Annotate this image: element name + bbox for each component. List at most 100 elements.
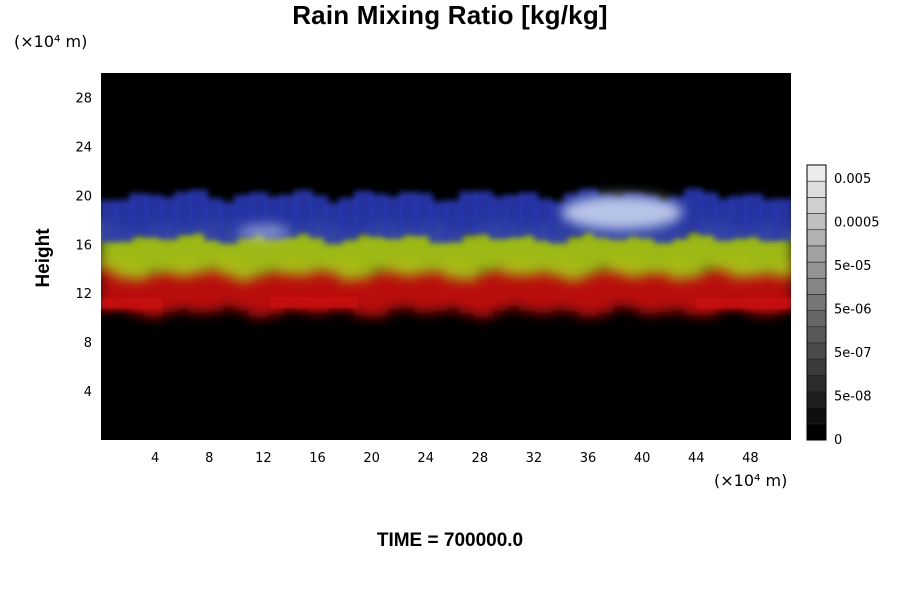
field-cell: [249, 192, 268, 236]
x-tick-label: 12: [255, 451, 272, 466]
field-cell: [519, 192, 538, 236]
field-cell: [399, 192, 418, 236]
field-cell: [561, 195, 683, 230]
colorbar-frame: [806, 164, 827, 441]
field-cell: [639, 265, 658, 314]
colorbar-label: 5e-07: [834, 346, 872, 361]
colorbar-swatch: [806, 277, 827, 295]
x-tick-label: 40: [634, 451, 651, 466]
field-cell: [101, 259, 118, 310]
field-cell: [444, 200, 463, 243]
x-tick-label: 32: [526, 451, 543, 466]
field-cell: [474, 269, 493, 318]
y-tick-label: 16: [75, 238, 92, 253]
field-cell: [159, 197, 178, 240]
field-cell: [669, 231, 688, 280]
colorbar-swatch: [806, 423, 827, 441]
field-cell: [579, 268, 598, 317]
field-cell: [414, 224, 433, 274]
field-cell: [204, 198, 223, 241]
field-cell: [249, 269, 268, 318]
field-cell: [249, 227, 268, 276]
colorbar-swatch: [806, 326, 827, 344]
field-cell: [101, 298, 162, 310]
colorbar-swatch: [806, 294, 827, 311]
field-cell: [339, 232, 358, 281]
y-tick-label: 20: [75, 189, 92, 204]
field-cell: [219, 202, 238, 244]
field-cell: [774, 198, 791, 241]
field-cell: [234, 233, 253, 281]
x-tick-label: 36: [580, 451, 597, 466]
field-cell: [444, 230, 463, 279]
colorbar-swatch: [806, 164, 827, 182]
field-cell: [684, 228, 703, 278]
colorbar: [806, 164, 827, 441]
colorbar-swatch: [806, 358, 827, 376]
field-cell: [594, 264, 613, 314]
field-highlight: [237, 195, 683, 240]
field-cell: [489, 196, 508, 240]
field-cell: [564, 232, 583, 281]
field-cell: [759, 199, 778, 242]
field-cell: [654, 263, 673, 313]
field-cell: [744, 194, 763, 238]
field-cell: [189, 224, 208, 274]
field-cell: [729, 195, 748, 239]
field-cell: [369, 194, 388, 238]
field-cell: [684, 188, 703, 233]
field-cell: [174, 227, 193, 277]
y-tick-labels: 4 8 12 16 20 24 28: [75, 91, 92, 400]
field-cell: [174, 191, 193, 236]
field-cell: [237, 225, 290, 240]
field-cell: [399, 227, 418, 277]
field-cell: [101, 200, 118, 243]
field-cell: [294, 190, 313, 234]
colorbar-swatch: [806, 213, 827, 231]
field-cell: [414, 263, 433, 313]
x-tick-label: 20: [363, 451, 380, 466]
x-tick-label: 4: [151, 451, 159, 466]
field-cell: [129, 231, 148, 280]
field-cell: [324, 202, 343, 245]
x-tick-label: 48: [742, 451, 759, 466]
y-tick-label: 24: [75, 140, 92, 155]
colorbar-swatch: [806, 229, 827, 247]
field-cell: [189, 189, 208, 234]
x-tick-label: 28: [472, 451, 489, 466]
colorbar-swatch: [806, 197, 827, 214]
y-axis-unit: (×10⁴ m): [14, 32, 88, 51]
field-cell: [129, 193, 148, 237]
colorbar-swatch: [806, 374, 827, 392]
x-tick-label: 8: [205, 451, 213, 466]
field-cell: [459, 232, 478, 281]
colorbar-labels: 0.005 0.0005 5e-05 5e-06 5e-07 5e-08 0: [834, 172, 880, 448]
field-cell: [303, 296, 359, 308]
colorbar-swatch: [806, 391, 827, 408]
field-layer: [101, 188, 791, 318]
colorbar-swatch: [806, 245, 827, 263]
field-cell: [354, 267, 373, 316]
colorbar-swatch: [806, 261, 827, 279]
field-cell: [474, 223, 493, 273]
field-cell: [354, 230, 373, 279]
time-label: TIME = 700000.0: [376, 530, 524, 551]
colorbar-swatch: [806, 310, 827, 328]
field-cell: [354, 190, 373, 235]
field-cell: [279, 225, 298, 275]
x-tick-label: 24: [417, 451, 434, 466]
field-cell: [144, 194, 163, 238]
field-cell: [744, 228, 763, 277]
colorbar-label: 5e-05: [834, 259, 872, 274]
x-tick-label: 44: [688, 451, 705, 466]
field-cell: [699, 192, 718, 236]
field-cell: [504, 226, 523, 276]
field-cell: [714, 198, 733, 241]
x-tick-label: 16: [309, 451, 326, 466]
field-cell: [579, 226, 598, 276]
colorbar-label: 0: [834, 433, 842, 448]
colorbar-swatch: [806, 407, 827, 425]
field-cell: [114, 199, 133, 242]
field-cell: [414, 193, 433, 237]
